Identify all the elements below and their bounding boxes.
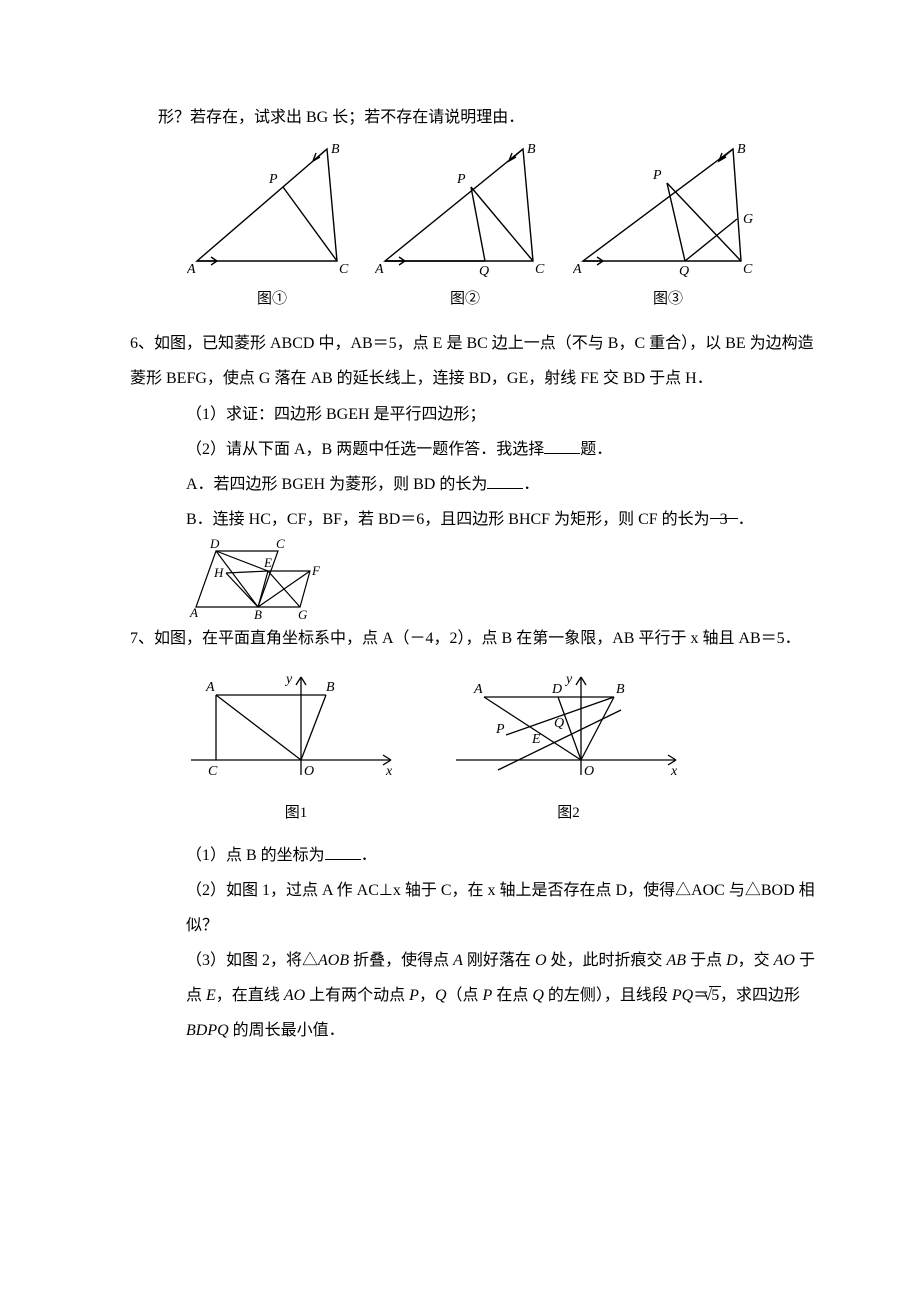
svg-text:Q: Q [479,264,489,279]
q7-p1-blank [325,843,361,860]
q6-p2-blank [544,437,580,454]
q7-stem-text: 7、如图，在平面直角坐标系中，点 A（－4，2），点 B 在第一象限，AB 平行… [130,630,801,647]
svg-text:O: O [584,764,594,779]
q6-stem-text: 6、如图，已知菱形 ABCD 中，AB＝5，点 E 是 BC 边上一点（不与 B… [130,335,814,387]
q7-figures: A B C O x y 图1 [186,665,820,830]
svg-text:C: C [276,537,285,551]
q6-p2-suffix: 题． [580,441,612,458]
q6-figure: A B C D E F G H [130,537,820,621]
q5-tail-text: 形？若存在，试求出 BG 长；若不存在请说明理由． [158,109,524,126]
q7-fig2-caption: 图2 [446,797,691,830]
q7-p2: （2）如图 1，过点 A 作 AC⊥x 轴于 C，在 x 轴上是否存在点 D，使… [130,873,820,943]
svg-text:A: A [205,680,215,695]
q6-optA-suffix: ． [523,476,539,493]
svg-text:x: x [385,764,393,779]
svg-text:A: A [473,682,483,697]
svg-text:y: y [564,672,573,687]
q7-fig2: A B D O P Q E x y 图2 [446,665,691,830]
q6-stem: 6、如图，已知菱形 ABCD 中，AB＝5，点 E 是 BC 边上一点（不与 B… [130,326,820,396]
svg-text:B: B [326,680,335,695]
q5-fig1: A B C P 图① [187,141,357,316]
q7-p1-suffix: ． [361,847,377,864]
svg-text:E: E [531,732,541,747]
svg-text:D: D [551,682,562,697]
q7-p1-prefix: （1）点 B 的坐标为 [186,847,325,864]
svg-text:C: C [339,262,349,277]
svg-text:G: G [298,607,308,621]
svg-text:Q: Q [679,264,689,279]
q6-optA-prefix: A．若四边形 BGEH 为菱形，则 BD 的长为 [186,476,487,493]
q7-stem: 7、如图，在平面直角坐标系中，点 A（－4，2），点 B 在第一象限，AB 平行… [130,621,820,656]
svg-text:P: P [456,172,466,187]
q6-optB-blank: 3 [710,502,738,519]
q5-fig2: A B C P Q 图② [375,141,555,316]
svg-text:P: P [652,168,662,183]
q6-optB-suffix: ． [738,511,754,528]
svg-text:D: D [209,537,220,551]
svg-text:A: A [573,262,582,277]
q6-optA-blank [487,472,523,489]
q7-p1: （1）点 B 的坐标为 ． [130,838,820,873]
svg-text:A: A [187,262,196,277]
q7-fig1-caption: 图1 [186,797,406,830]
q6-p2: （2）请从下面 A，B 两题中任选一题作答．我选择 题． [130,432,820,467]
svg-text:x: x [670,764,678,779]
q5-fig1-caption: 图① [187,283,357,316]
q5-fig3: A B C P Q G 图③ [573,141,763,316]
q7-p3: （3）如图 2，将△AOB 折叠，使得点 A 刚好落在 O 处，此时折痕交 AB… [130,943,820,1049]
q5-fig2-caption: 图② [375,283,555,316]
svg-text:C: C [535,262,545,277]
svg-text:C: C [208,764,218,779]
svg-text:P: P [268,172,278,187]
svg-text:Q: Q [554,716,564,731]
svg-text:C: C [743,262,753,277]
q5-fig3-caption: 图③ [573,283,763,316]
svg-text:G: G [743,212,753,227]
q6-optB: B．连接 HC，CF，BF，若 BD＝6，且四边形 BHCF 为矩形，则 CF … [130,502,820,537]
svg-text:A: A [189,605,198,620]
q7-fig1: A B C O x y 图1 [186,665,406,830]
q6-p2-prefix: （2）请从下面 A，B 两题中任选一题作答．我选择 [186,441,544,458]
svg-text:O: O [304,764,314,779]
svg-text:B: B [331,142,340,157]
q5-tail: 形？若存在，试求出 BG 长；若不存在请说明理由． [130,100,820,135]
q5-figures: A B C P 图① A [130,141,820,316]
svg-text:P: P [495,722,505,737]
svg-text:y: y [284,672,293,687]
svg-text:E: E [263,555,272,570]
q6-optA: A．若四边形 BGEH 为菱形，则 BD 的长为 ． [130,467,820,502]
svg-text:F: F [311,563,321,578]
svg-text:B: B [737,142,746,157]
q6-p1: （1）求证：四边形 BGEH 是平行四边形； [130,397,820,432]
svg-text:B: B [616,682,625,697]
q6-optB-prefix: B．连接 HC，CF，BF，若 BD＝6，且四边形 BHCF 为矩形，则 CF … [186,511,710,528]
svg-text:B: B [254,607,262,621]
q6-optB-value: 3 [720,511,728,528]
svg-text:A: A [375,262,384,277]
svg-text:B: B [527,142,536,157]
svg-text:H: H [213,565,224,580]
